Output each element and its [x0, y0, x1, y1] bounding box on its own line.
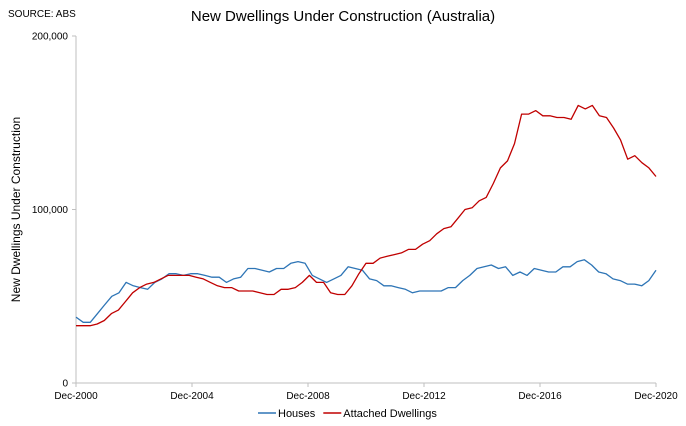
x-tick-label: Dec-2012: [402, 391, 446, 402]
series-line-houses: [75, 259, 657, 323]
y-tick-label: 0: [62, 379, 68, 390]
x-tick-label: Dec-2020: [634, 391, 678, 402]
y-tick-label: 200,000: [32, 32, 69, 43]
x-tick-label: Dec-2016: [518, 391, 562, 402]
y-tick-label: 100,000: [32, 205, 69, 216]
legend-label-attached-dwellings: Attached Dwellings: [343, 408, 437, 420]
x-tick-label: Dec-2004: [170, 391, 214, 402]
source-label: SOURCE: ABS: [8, 9, 76, 20]
y-axis-title: New Dwellings Under Construction: [9, 117, 23, 302]
series-line-attached-dwellings: [76, 104, 657, 327]
x-tick-label: Dec-2008: [286, 391, 330, 402]
chart-title: New Dwellings Under Construction (Austra…: [190, 8, 496, 25]
legend-label-houses: Houses: [278, 408, 316, 420]
x-tick-label: Dec-2000: [54, 391, 98, 402]
